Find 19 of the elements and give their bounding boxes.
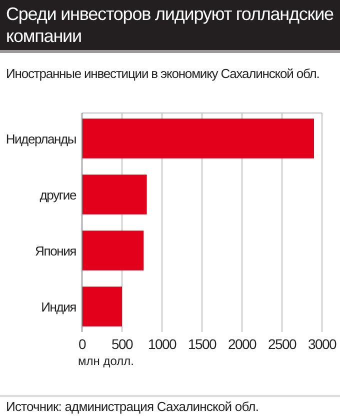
x-tick-label: 3000 [308,336,337,352]
x-axis-title: млн долл. [78,354,134,368]
chart-title: Среди инвесторов лидируют голландские компании [0,0,340,53]
x-tick-label: 1500 [188,336,217,352]
chart-subtitle: Иностранные инвестиции в экономику Сахалинской обл. [6,66,320,81]
x-tick-label: 1000 [148,336,177,352]
y-tick-label: Индия [41,300,77,315]
x-tick-label: 2500 [268,336,297,352]
y-tick-label: Япония [35,244,77,259]
bar [82,230,144,270]
x-tick-label: 0 [78,336,86,352]
x-tick-label: 2000 [228,336,257,352]
y-tick-label: Нидерланды [6,131,76,146]
bar [82,118,314,158]
bar [82,174,147,214]
x-tick-label: 500 [112,336,134,352]
y-tick-label: другие [40,187,76,202]
text: Источник: администрация Сахалинской обл. [6,399,259,414]
bar [82,286,122,326]
